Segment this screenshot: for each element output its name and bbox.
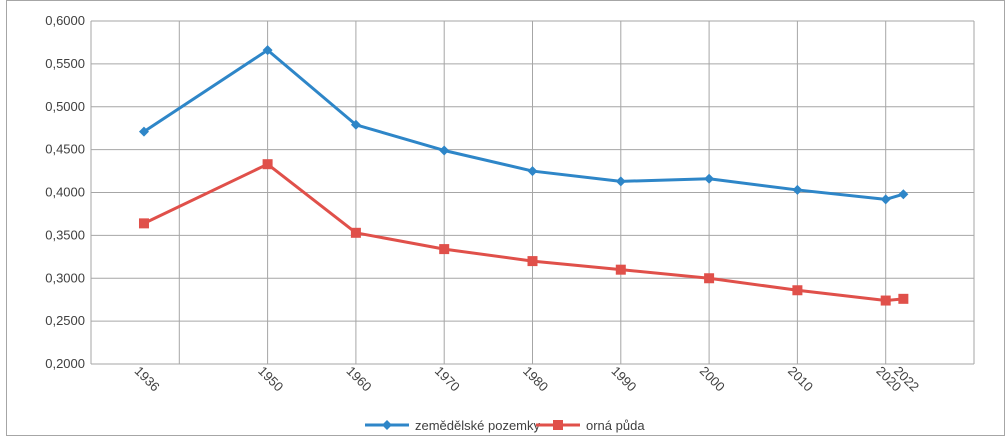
data-point [439,244,450,255]
series-markers [138,45,909,306]
series-lines [143,48,904,303]
y-tick-label: 0,4500 [45,142,85,157]
legend-label: orná půda [586,418,645,433]
data-point [880,295,891,306]
data-point [350,227,361,238]
legend-swatch-marker [553,420,563,430]
x-tick-label: 1936 [132,363,163,394]
series-line-2 [143,162,904,303]
data-point [262,159,273,170]
data-point [704,173,715,184]
x-tick-label: 1950 [255,363,286,394]
x-tick-label: 1990 [608,363,639,394]
data-point [615,264,626,275]
y-tick-label: 0,3500 [45,227,85,242]
data-point [898,293,909,304]
legend-label: zemědělské pozemky [415,418,540,433]
data-point [792,285,803,296]
y-tick-label: 0,5500 [45,56,85,71]
x-tick-label: 1970 [432,363,463,394]
y-tick-label: 0,5000 [45,99,85,114]
y-axis-tick-labels: 0,2000 0,2500 0,3000 0,3500 0,4000 0,4500 0,50… [45,13,85,371]
data-point [262,45,273,56]
data-point [527,166,538,177]
data-point [880,194,891,205]
grid [90,20,975,365]
y-tick-label: 0,6000 [45,13,85,28]
data-point [350,119,361,130]
data-point [792,184,803,195]
legend-swatch-marker [382,420,392,430]
y-tick-label: 0,4000 [45,185,85,200]
data-point [615,176,626,187]
legend: zemědělské pozemky orná půda [365,418,645,433]
y-tick-label: 0,2500 [45,313,85,328]
x-tick-label: 2010 [785,363,816,394]
data-point [138,126,149,137]
x-tick-label: 2000 [697,363,728,394]
y-tick-label: 0,3000 [45,270,85,285]
x-tick-label: 1960 [344,363,375,394]
data-point [898,189,909,200]
chart-frame [6,0,1005,436]
data-point [439,145,450,156]
series-line-1 [143,48,904,201]
data-point [704,273,715,284]
y-tick-label: 0,2000 [45,356,85,371]
x-tick-label: 1980 [520,363,551,394]
data-point [527,256,538,267]
data-point [138,218,149,229]
